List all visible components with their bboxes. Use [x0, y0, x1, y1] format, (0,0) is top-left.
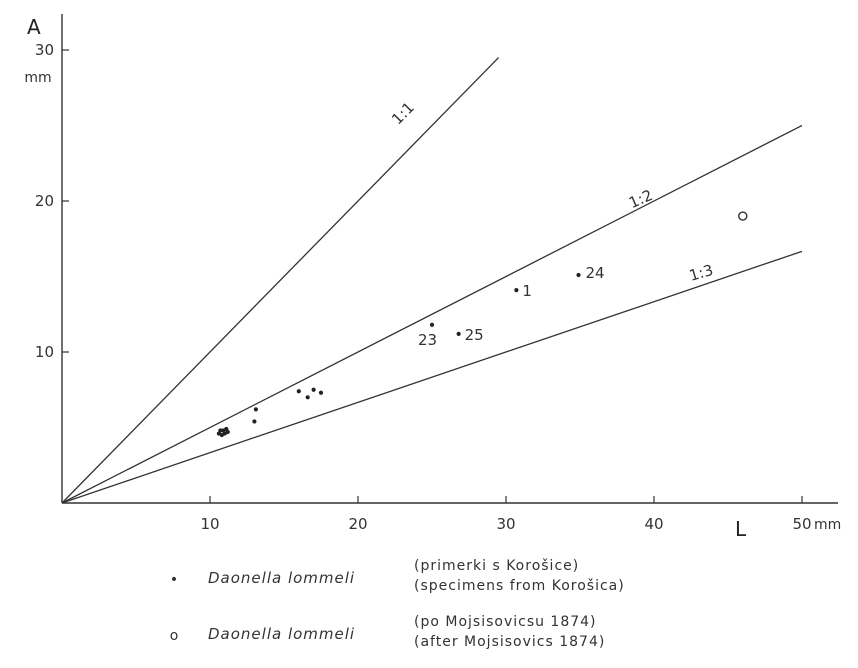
legend-note: (po Mojsisovicsu 1874) (after Mojsisovic…: [414, 612, 605, 652]
x-tick-label: 50: [792, 515, 811, 533]
data-point: [429, 322, 435, 327]
chart: 10 20 30 40 50 10 20 30 Amm L mm 1:1 1:2 1:3 23 25 1 24: [24, 14, 841, 541]
x-axis-unit: mm: [814, 517, 841, 533]
legend-note: (primerki s Korošice) (specimens from Ko…: [414, 556, 625, 596]
reference-line: [61, 124, 803, 504]
y-axis-unit: mm: [24, 70, 51, 86]
legend-species-name: Daonella lommeli: [208, 569, 356, 587]
legend-item-mojsisovics: o Daonella lommeli (po Mojsisovicsu 1874…: [150, 612, 790, 668]
legend-item-korosica: • Daonella lommeli (primerki s Korošice)…: [150, 556, 790, 612]
reference-line-label: 1:3: [687, 261, 715, 285]
data-point: [225, 429, 230, 435]
circle-marker-icon: o: [169, 628, 179, 644]
legend-species-name: Daonella lommeli: [208, 625, 356, 643]
legend-note-line: (after Mojsisovics 1874): [414, 634, 606, 650]
reference-line: [61, 57, 500, 504]
reference-line-label: 1:2: [626, 186, 655, 212]
data-point: [253, 407, 258, 412]
x-tick-label: 30: [496, 515, 515, 533]
y-axis-title: A: [27, 15, 41, 39]
x-tick-label: 10: [200, 515, 219, 533]
data-point: [296, 389, 301, 394]
y-tick-label: 30: [35, 41, 54, 59]
legend-note-line: (primerki s Korošice): [414, 558, 580, 574]
data-point-label: 24: [586, 264, 605, 282]
data-point: [252, 419, 257, 424]
data-point: [456, 331, 461, 336]
y-tick-label: 20: [35, 192, 54, 210]
data-point: [305, 395, 310, 400]
data-point-label: 1: [522, 282, 532, 300]
data-point: [311, 387, 316, 392]
reference-line-label: 1:1: [388, 99, 418, 129]
x-tick-label: 40: [644, 515, 663, 533]
data-point-label: 25: [465, 326, 484, 344]
data-point: [576, 272, 581, 278]
data-point: [218, 428, 223, 433]
legend-note-line: (po Mojsisovicsu 1874): [414, 614, 597, 630]
data-point-label: 23: [418, 331, 437, 349]
data-point: [514, 287, 519, 293]
legend: • Daonella lommeli (primerki s Korošice)…: [150, 556, 790, 668]
legend-note-line: (specimens from Korošica): [414, 578, 625, 594]
x-tick-label: 20: [348, 515, 367, 533]
data-point-open: [738, 211, 748, 221]
y-tick-label: 10: [35, 343, 54, 361]
reference-line: [61, 250, 803, 504]
x-axis-title: L: [735, 517, 747, 541]
dot-marker-icon: •: [169, 572, 179, 588]
data-point: [318, 390, 324, 395]
